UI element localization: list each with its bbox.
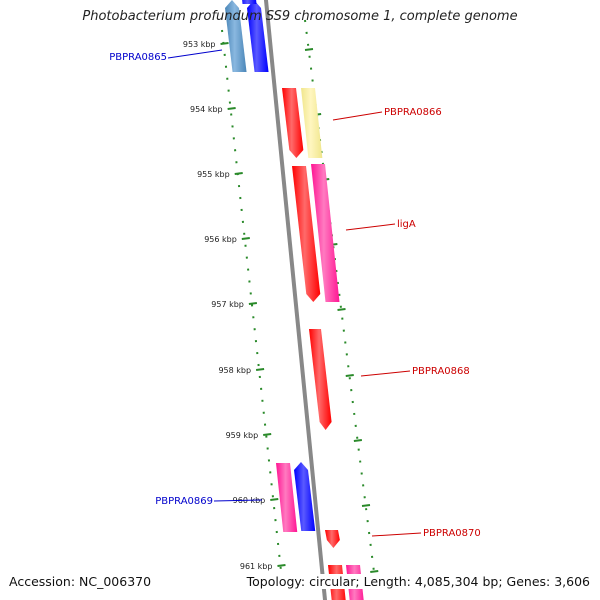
tick-mark-left bbox=[248, 302, 258, 305]
tick-label: 959 kbp bbox=[226, 431, 259, 440]
tick-mark-right bbox=[304, 48, 314, 51]
gene-blue-1 bbox=[247, 0, 269, 72]
tick-label: 958 kbp bbox=[218, 366, 251, 375]
tick-mark-right bbox=[337, 308, 346, 311]
gene-labels: PBPRA0865 PBPRA0866 ligA PBPRA0868 PBPRA0869… bbox=[109, 49, 481, 539]
tick-label: 961 kbp bbox=[240, 562, 273, 571]
gene-label-pbpra0869: PBPRA0869 bbox=[155, 496, 213, 507]
gene-red-ligA-1 bbox=[292, 166, 321, 302]
chromosome-backbone bbox=[263, 0, 328, 600]
tick-mark-left bbox=[255, 368, 265, 371]
gene-label-liga: ligA bbox=[397, 219, 416, 230]
tick-mark-left bbox=[241, 237, 250, 240]
gene-label-leader bbox=[213, 499, 263, 502]
tick-mark-left bbox=[234, 172, 243, 175]
tick-label: 956 kbp bbox=[204, 235, 237, 244]
gene-label-pbpra0870: PBPRA0870 bbox=[423, 528, 481, 539]
gene-features bbox=[225, 0, 364, 600]
tick-mark-right bbox=[370, 570, 379, 573]
gene-pink-ligA bbox=[311, 164, 340, 302]
gene-blue-PBPRA0869 bbox=[294, 462, 316, 531]
left-tick-track bbox=[221, 29, 283, 581]
tick-label: 957 kbp bbox=[211, 300, 244, 309]
tick-mark-right bbox=[353, 439, 362, 442]
gene-label-leader bbox=[345, 223, 396, 231]
gene-label-leader bbox=[371, 532, 422, 537]
tick-mark-left bbox=[263, 433, 272, 436]
gene-red-PBPRA0870 bbox=[325, 530, 340, 548]
tick-mark-left bbox=[270, 498, 279, 501]
gene-yellow-1 bbox=[301, 88, 323, 158]
gene-blue-top bbox=[242, 0, 257, 4]
tick-mark-right bbox=[361, 504, 371, 507]
gene-label-pbpra0865: PBPRA0865 bbox=[109, 52, 167, 63]
gene-label-leader bbox=[167, 49, 223, 59]
tick-label: 955 kbp bbox=[197, 170, 230, 179]
tick-mark-left bbox=[220, 42, 229, 45]
gene-label-leader bbox=[332, 111, 383, 121]
tick-mark-left bbox=[277, 564, 286, 567]
tick-track-dots bbox=[221, 19, 376, 581]
topology-text: Topology: circular; Length: 4,085,304 bp… bbox=[242, 574, 590, 589]
gene-label-pbpra0866: PBPRA0866 bbox=[384, 107, 442, 118]
gene-label-pbpra0868: PBPRA0868 bbox=[412, 366, 470, 377]
tick-label: 953 kbp bbox=[183, 40, 216, 49]
gene-pink-PBPRA0869 bbox=[276, 463, 298, 532]
gene-red-PBPRA0868 bbox=[309, 329, 332, 430]
gene-steel-1 bbox=[225, 0, 247, 72]
tick-mark-right bbox=[345, 374, 354, 377]
gene-label-leader bbox=[360, 370, 411, 377]
accession-text: Accession: NC_006370 bbox=[9, 574, 152, 589]
map-title: Photobacterium profundum SS9 chromosome … bbox=[82, 9, 518, 24]
tick-label: 954 kbp bbox=[190, 105, 223, 114]
gene-red-PBPRA0866 bbox=[282, 88, 304, 158]
tick-mark-left bbox=[227, 107, 236, 110]
